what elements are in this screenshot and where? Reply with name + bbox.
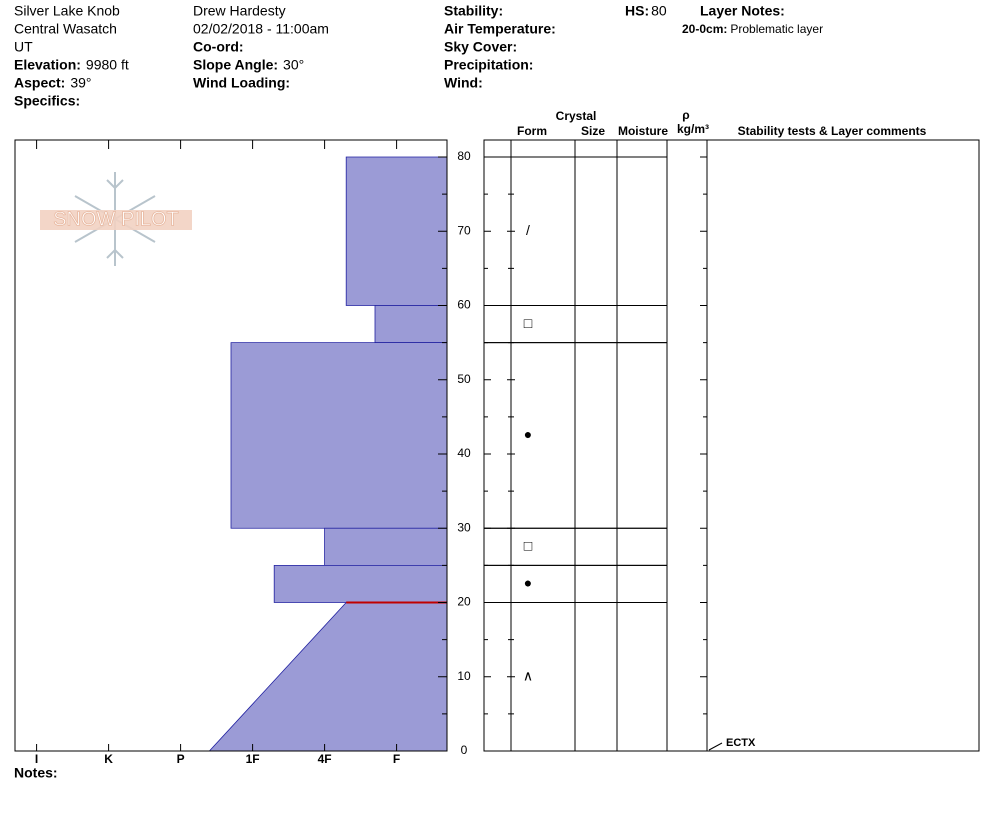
layer-note-text: Problematic layer: [730, 22, 823, 36]
crystal-form: /: [526, 222, 530, 238]
y-tick-label: 40: [457, 446, 471, 460]
header-text: Silver Lake Knob: [14, 3, 120, 19]
x-tick-label: F: [393, 752, 400, 766]
y-tick-label: 80: [457, 149, 471, 163]
header-value: 39°: [70, 75, 91, 91]
col-header: ρ: [682, 108, 689, 122]
x-tick-label: K: [104, 752, 113, 766]
crystal-form: ●: [524, 426, 532, 442]
y-tick-label: 10: [457, 669, 471, 683]
y-tick-label: 60: [457, 298, 471, 312]
hardness-layer: [374, 305, 448, 344]
header-label: Aspect:: [14, 75, 65, 91]
y-tick-label: 0: [461, 743, 468, 757]
header-label: Slope Angle:: [193, 57, 278, 73]
layer-note-range: 20-0cm:: [682, 22, 727, 36]
logo-band: [40, 210, 192, 230]
header-label: Stability:: [444, 3, 503, 19]
hardness-layer: [345, 156, 448, 306]
y-tick-label: 70: [457, 223, 471, 237]
x-tick-label: 4F: [318, 752, 332, 766]
notes-label: Notes:: [14, 765, 58, 781]
test-arrow: [708, 742, 723, 751]
header-label: Wind:: [444, 75, 483, 91]
col-header: Form: [517, 124, 547, 138]
col-header: kg/m³: [677, 122, 709, 136]
header-label: Specifics:: [14, 93, 80, 109]
header-label: Precipitation:: [444, 57, 533, 73]
y-tick-label: 20: [457, 595, 471, 609]
col-header: Moisture: [618, 124, 668, 138]
x-tick-label: 1F: [246, 752, 260, 766]
col-header: Size: [581, 124, 605, 138]
header-label: Air Temperature:: [444, 21, 556, 37]
x-tick-label: P: [177, 752, 185, 766]
crystal-form: □: [524, 315, 533, 331]
logo-text: SNOW PILOT: [53, 208, 179, 230]
hardness-layer: [230, 342, 448, 529]
header-text: 02/02/2018 - 11:00am: [193, 21, 329, 37]
hardness-layer: [273, 564, 448, 603]
header-value: 9980 ft: [86, 57, 129, 73]
col-header: Crystal: [556, 109, 597, 123]
header-text: Drew Hardesty: [193, 3, 286, 19]
hardness-layer: [208, 602, 448, 752]
header-text: UT: [14, 39, 33, 55]
crystal-form: □: [524, 538, 533, 554]
table-frame: [483, 139, 980, 752]
header-label: Co-ord:: [193, 39, 244, 55]
hs-label: HS:: [625, 3, 649, 19]
header-label: Sky Cover:: [444, 39, 517, 55]
header-text: Central Wasatch: [14, 21, 117, 37]
y-tick-label: 30: [457, 520, 471, 534]
hs-value: 80: [651, 3, 667, 19]
hardness-layer: [324, 527, 448, 566]
header-label: Elevation:: [14, 57, 81, 73]
x-tick-label: I: [35, 752, 38, 766]
test-label: ECTX: [726, 737, 756, 749]
crystal-form: ●: [524, 575, 532, 591]
profile-frame: [14, 139, 448, 752]
crystal-form: ∧: [523, 667, 533, 683]
header-label: Wind Loading:: [193, 75, 290, 91]
y-tick-label: 50: [457, 372, 471, 386]
col-header: Stability tests & Layer comments: [738, 124, 927, 138]
header-value: 30°: [283, 57, 304, 73]
layer-notes-title: Layer Notes:: [700, 3, 785, 19]
